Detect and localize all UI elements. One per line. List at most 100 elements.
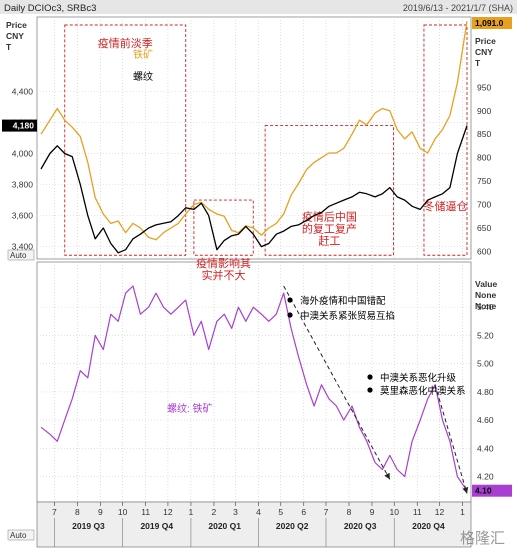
x-tick-label-quarter: 2020 Q1: [208, 521, 241, 531]
annotation-label: 疫情前淡季: [98, 36, 153, 50]
ratio-axis-title-none-2: None: [475, 301, 497, 311]
ratio-last-value: 4.10: [475, 486, 492, 496]
left-last-value: 4,180: [13, 121, 35, 131]
ratio-axis-title-value: Value: [475, 279, 497, 289]
right-tick-label: 950: [477, 82, 491, 92]
right-tick-label: 850: [477, 129, 491, 139]
left-tick-label: 3,800: [12, 180, 34, 190]
grid-layer: [37, 17, 471, 502]
x-tick-label-month: 11: [413, 507, 422, 517]
left-tick-label: 3,600: [12, 211, 34, 221]
x-tick-label-month: 1: [189, 507, 194, 517]
left-axis-title-price: Price: [6, 20, 27, 30]
x-tick-label-month: 6: [301, 507, 306, 517]
left-last-value-flag: [2, 119, 37, 132]
right-last-value: 1,091.0: [475, 18, 504, 28]
trend-arrow: [283, 285, 391, 480]
legend-ratio: 螺纹: 铁矿: [167, 402, 213, 415]
right-axis-title-unit: T: [475, 58, 481, 68]
annotation-label: 赶工: [318, 234, 340, 248]
series-line-iron-ore: [40, 21, 468, 241]
chart-header-date-range: 2019/6/13 - 2021/1/7 (SHA): [403, 3, 513, 13]
note-bullet: [287, 312, 293, 318]
left-tick-label: 3,400: [12, 242, 34, 252]
annotation-label: 实并不大: [202, 268, 246, 282]
x-tick-label-month: 10: [118, 507, 128, 517]
ratio-tick-label: 5.20: [477, 330, 494, 340]
ratio-axis-title-none-1: None: [475, 290, 497, 300]
x-tick-label-month: 7: [52, 507, 57, 517]
x-tick-label-quarter: 2019 Q4: [140, 521, 173, 531]
annotation-box: [264, 125, 394, 256]
x-tick-label-quarter: 2019 Q3: [72, 521, 105, 531]
top-pane-frame: [36, 16, 472, 260]
auto-button-bottom[interactable]: Auto: [10, 531, 27, 540]
note-text: 海外疫情和中国错配: [300, 295, 386, 307]
annotation-label: 疫情后中国: [302, 210, 357, 224]
legend-rebar: 螺纹: [133, 70, 153, 83]
trend-arrow: [434, 384, 469, 494]
x-tick-label-month: 10: [390, 507, 400, 517]
x-tick-label-month: 5: [278, 507, 283, 517]
x-tick-label-month: 8: [347, 507, 352, 517]
right-tick-label: 800: [477, 153, 491, 163]
note-bullet: [367, 387, 373, 393]
right-last-value-flag: [472, 17, 512, 29]
note-text: 莫里森恶化中澳关系: [380, 385, 466, 397]
x-tick-label-month: 7: [324, 507, 329, 517]
legend-iron-ore: 铁矿: [133, 48, 153, 61]
series-line-rebar: [40, 125, 468, 254]
left-axis-title-unit: T: [6, 42, 12, 52]
left-tick-label: 4,400: [12, 86, 34, 96]
x-tick-label-month: 8: [75, 507, 80, 517]
right-axis-title-currency: CNY: [475, 47, 493, 57]
ratio-tick-label: 4.20: [477, 472, 494, 482]
annotation-box: [423, 24, 468, 256]
ratio-tick-label: 4.40: [477, 443, 494, 453]
auto-button-top[interactable]: Auto: [10, 251, 27, 260]
x-tick-label-month: 1: [460, 507, 465, 517]
note-text: 中澳关系恶化升级: [380, 372, 457, 384]
left-axis-title-currency: CNY: [6, 31, 24, 41]
x-tick-label-month: 12: [163, 507, 173, 517]
x-tick-label-month: 11: [141, 507, 150, 517]
right-tick-label: 750: [477, 176, 491, 186]
note-bullet: [287, 297, 293, 303]
header-bar: [0, 0, 517, 14]
right-tick-label: 650: [477, 223, 491, 233]
x-tick-label-quarter: 2020 Q2: [276, 521, 309, 531]
annotation-label: 冬储逼仓: [423, 199, 467, 213]
right-tick-label: 600: [477, 246, 491, 256]
auto-button-top-frame: [7, 249, 35, 261]
x-tick-label-month: 3: [233, 507, 238, 517]
right-tick-label: 700: [477, 200, 491, 210]
x-tick-label-month: 9: [98, 507, 103, 517]
series-layer: [40, 21, 468, 492]
watermark-text: 格隆汇: [460, 530, 505, 547]
right-axis-title-price: Price: [475, 36, 496, 46]
note-text: 中澳关系紧张贸易互掐: [300, 310, 395, 322]
note-bullet: [367, 374, 373, 380]
auto-button-bottom-frame: [7, 529, 35, 541]
x-axis-band: [36, 501, 472, 548]
right-tick-label: 900: [477, 106, 491, 116]
ratio-tick-label: 5.40: [477, 302, 494, 312]
ratio-tick-label: 4.80: [477, 387, 494, 397]
x-tick-label-month: 2: [212, 507, 217, 517]
x-tick-label-quarter: 2020 Q3: [344, 521, 377, 531]
x-tick-label-quarter: 2020 Q4: [412, 521, 445, 531]
left-tick-label: 4,000: [12, 149, 34, 159]
annotation-label: 疫情影响其: [196, 256, 251, 270]
annotation-label: 的复工复产: [302, 222, 357, 236]
x-tick-label-month: 4: [256, 507, 261, 517]
annotation-box: [64, 24, 187, 256]
ratio-tick-label: 4.60: [477, 415, 494, 425]
series-line-ratio: [40, 285, 468, 492]
chart-header-title: Daily DCIOc3, SRBc3: [4, 3, 96, 14]
x-tick-label-month: 12: [435, 507, 445, 517]
ratio-last-value-flag: [472, 484, 512, 497]
